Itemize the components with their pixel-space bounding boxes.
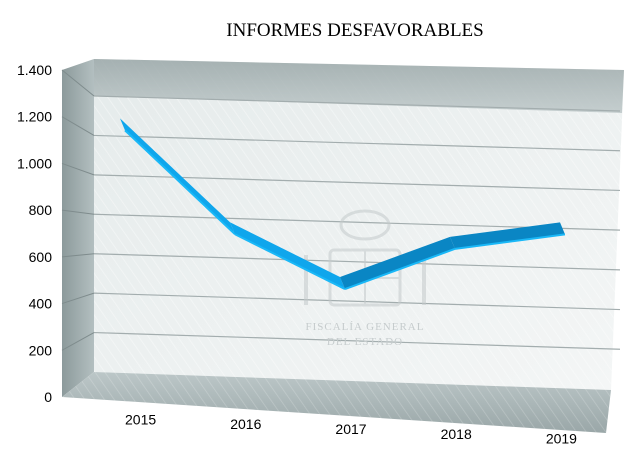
series-group [120, 118, 566, 290]
series-ribbon-edge [124, 129, 236, 236]
gridline [93, 331, 621, 350]
y-tick-label: 600 [29, 249, 53, 265]
left-wall [62, 59, 94, 397]
series-ribbon-segment [450, 222, 565, 249]
back-wall-hatch [94, 59, 624, 390]
watermark-line1: FISCALÍA GENERAL [306, 321, 425, 333]
floor-hatch [62, 372, 611, 433]
x-tick-label: 2018 [441, 426, 472, 442]
y-tick-label: 800 [29, 202, 53, 218]
series-ribbon-edge [344, 247, 456, 290]
y-tick-label: 400 [29, 296, 53, 312]
x-tick-label: 2016 [230, 416, 261, 432]
x-tick-label: 2015 [125, 411, 156, 427]
x-tick-label: 2019 [546, 431, 577, 447]
side-gridline [61, 116, 95, 136]
chart-title: INFORMES DESFAVORABLES [226, 20, 484, 41]
series-ribbon-segment [120, 118, 235, 235]
side-gridline [61, 332, 95, 351]
series-ribbon-edge [454, 233, 566, 250]
y-tick-label: 1.000 [17, 155, 52, 171]
series-ribbon-edge [234, 233, 346, 290]
x-tick-label: 2017 [335, 421, 366, 437]
gridline [93, 95, 621, 112]
gridline [93, 292, 621, 311]
gridline [93, 134, 621, 152]
y-tick-label: 0 [44, 389, 52, 405]
gridline [93, 253, 621, 271]
series-ribbon-segment [230, 222, 345, 290]
side-gridline [61, 69, 95, 97]
y-axis-ticks: 0 200 400 600 800 1.000 1.200 1.400 [17, 62, 52, 405]
side-gridline [61, 253, 95, 258]
y-tick-label: 1.400 [17, 62, 52, 78]
watermark-line2: DEL ESTADO [327, 336, 403, 348]
y-tick-label: 1.200 [17, 109, 52, 125]
side-gridline [61, 209, 95, 215]
series-ribbon-segment [340, 236, 455, 290]
side-gridline [61, 162, 95, 176]
y-tick-label: 200 [29, 342, 53, 358]
x-axis-ticks: 2015 2016 2017 2018 2019 [125, 411, 577, 446]
side-gridline [61, 292, 95, 305]
